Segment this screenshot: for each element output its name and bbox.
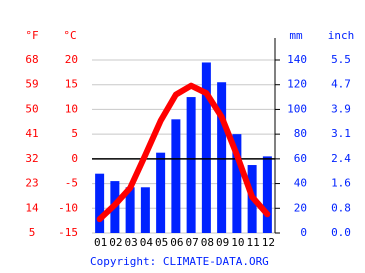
- fahrenheit-tick-label: 68: [25, 53, 38, 66]
- x-tick-label: 02: [109, 236, 122, 249]
- fahrenheit-tick-label: 5: [29, 226, 36, 239]
- y2-tick-label: 80: [294, 127, 307, 140]
- copyright: Copyright: CLIMATE-DATA.ORG: [90, 255, 269, 268]
- x-tick-label: 11: [247, 236, 260, 249]
- temperature-line: [96, 82, 271, 223]
- x-tick-label: 06: [170, 236, 183, 249]
- y2-tick-label: 60: [294, 152, 307, 165]
- y-tick-label: 5: [71, 127, 78, 140]
- fahrenheit-tick-label: 23: [25, 177, 38, 190]
- y2-tick-label: 40: [294, 177, 307, 190]
- y-tick-label: 10: [65, 102, 78, 115]
- bar: [186, 97, 196, 233]
- y2-tick-label: 0: [300, 226, 307, 239]
- mm-label: mm: [289, 29, 303, 42]
- inch-tick-label: 2.4: [331, 152, 351, 165]
- y2-tick-label: 100: [287, 102, 307, 115]
- x-tick-label: 08: [201, 236, 214, 249]
- bar: [156, 152, 166, 233]
- x-tick-label: 05: [155, 236, 168, 249]
- inch-tick-label: 0.8: [331, 201, 351, 214]
- inch-tick-label: 5.5: [331, 53, 351, 66]
- fahrenheit-label: °F: [25, 29, 38, 42]
- inch-label: inch: [328, 29, 355, 42]
- x-tick-label: 04: [140, 236, 154, 249]
- x-tick-label: 01: [94, 236, 107, 249]
- inch-tick-label: 3.9: [331, 102, 351, 115]
- bar: [95, 173, 105, 233]
- y2-tick-label: 120: [287, 78, 307, 91]
- bar: [140, 187, 150, 233]
- x-tick-label: 07: [186, 236, 199, 249]
- y-tick-label: -5: [65, 177, 78, 190]
- fahrenheit-tick-label: 50: [25, 102, 38, 115]
- inch-tick-label: 0.0: [331, 226, 351, 239]
- fahrenheit-tick-label: 14: [25, 201, 39, 214]
- bar: [232, 134, 242, 233]
- y-tick-label: -10: [58, 201, 78, 214]
- fahrenheit-tick-label: 32: [25, 152, 38, 165]
- bar: [201, 62, 211, 233]
- inch-tick-label: 1.6: [331, 177, 351, 190]
- fahrenheit-tick-label: 41: [25, 127, 38, 140]
- inch-tick-label: 3.1: [331, 127, 351, 140]
- x-tick-label: 12: [262, 236, 275, 249]
- x-tick-label: 09: [216, 236, 229, 249]
- y-tick-label: 15: [65, 78, 78, 91]
- bar: [217, 82, 227, 233]
- y2-tick-label: 20: [294, 201, 307, 214]
- y-tick-label: -15: [58, 226, 78, 239]
- bar: [171, 119, 181, 233]
- x-tick-label: 03: [125, 236, 138, 249]
- x-tick-label: 10: [231, 236, 244, 249]
- bar: [262, 156, 272, 233]
- y-tick-label: 0: [71, 152, 78, 165]
- fahrenheit-tick-label: 59: [25, 78, 38, 91]
- y2-tick-label: 140: [287, 53, 307, 66]
- celsius-label: °C: [63, 29, 76, 42]
- y-tick-label: 20: [65, 53, 78, 66]
- inch-tick-label: 4.7: [331, 78, 351, 91]
- bar: [125, 187, 135, 233]
